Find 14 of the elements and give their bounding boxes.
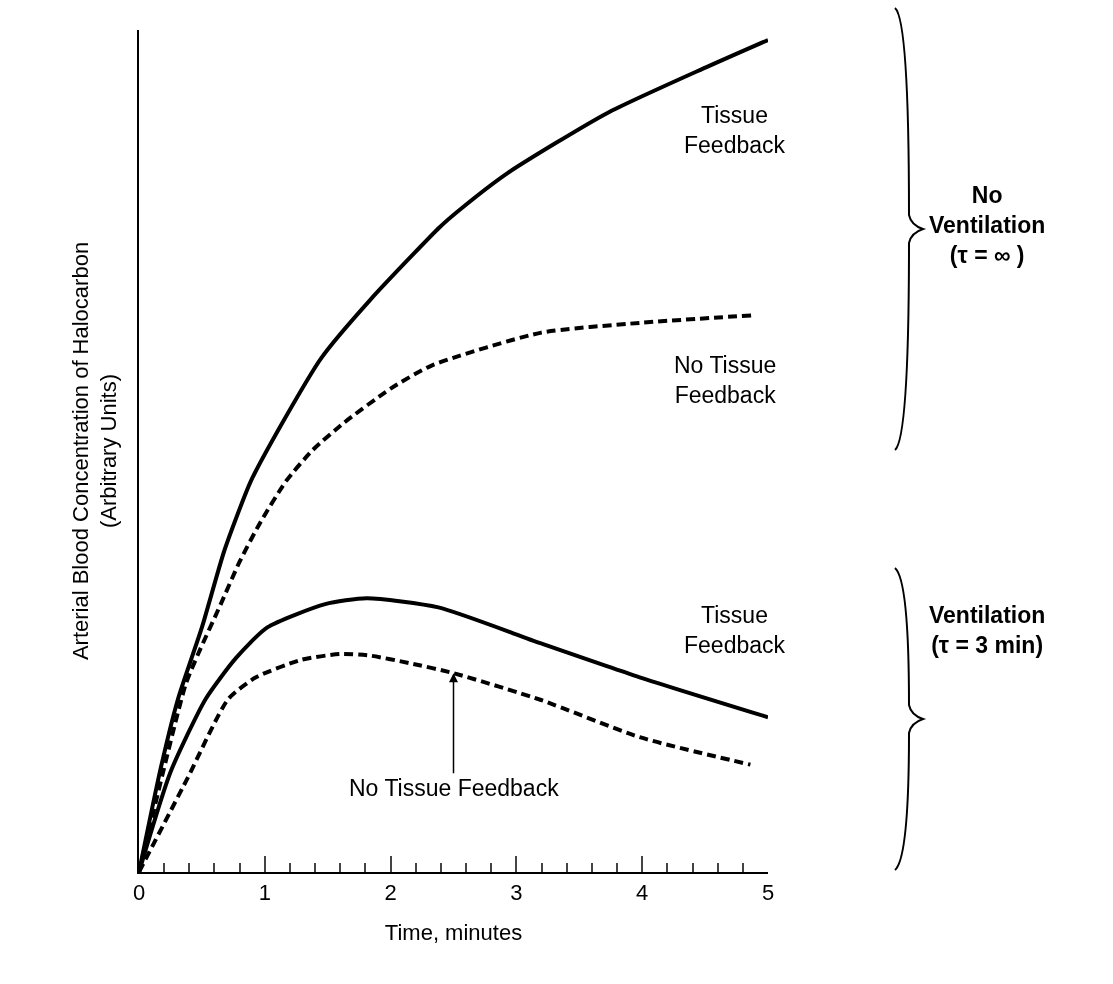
x-tick-label: 3 bbox=[510, 880, 523, 906]
x-tick-label: 5 bbox=[761, 880, 775, 906]
text: No Tissue Feedback bbox=[349, 775, 560, 801]
series-label: Tissue Feedback bbox=[684, 102, 786, 158]
text: Ventilation (τ = 3 min) bbox=[929, 602, 1046, 658]
x-tick-label: 2 bbox=[384, 880, 397, 906]
series-label: Tissue Feedback bbox=[684, 602, 786, 658]
x-tick-label: 4 bbox=[636, 880, 649, 906]
x-tick-label: 1 bbox=[258, 880, 271, 906]
text: No Ventilation (τ = ∞ ) bbox=[929, 182, 1046, 268]
x-axis-title: Time, minutes bbox=[384, 919, 523, 945]
series-label: No Tissue Feedback bbox=[674, 352, 777, 408]
y-axis-title: Arterial Blood Concentration of Halocarbon (Arbitrary Units) bbox=[67, 241, 122, 661]
x-tick-label: 0 bbox=[132, 880, 146, 906]
